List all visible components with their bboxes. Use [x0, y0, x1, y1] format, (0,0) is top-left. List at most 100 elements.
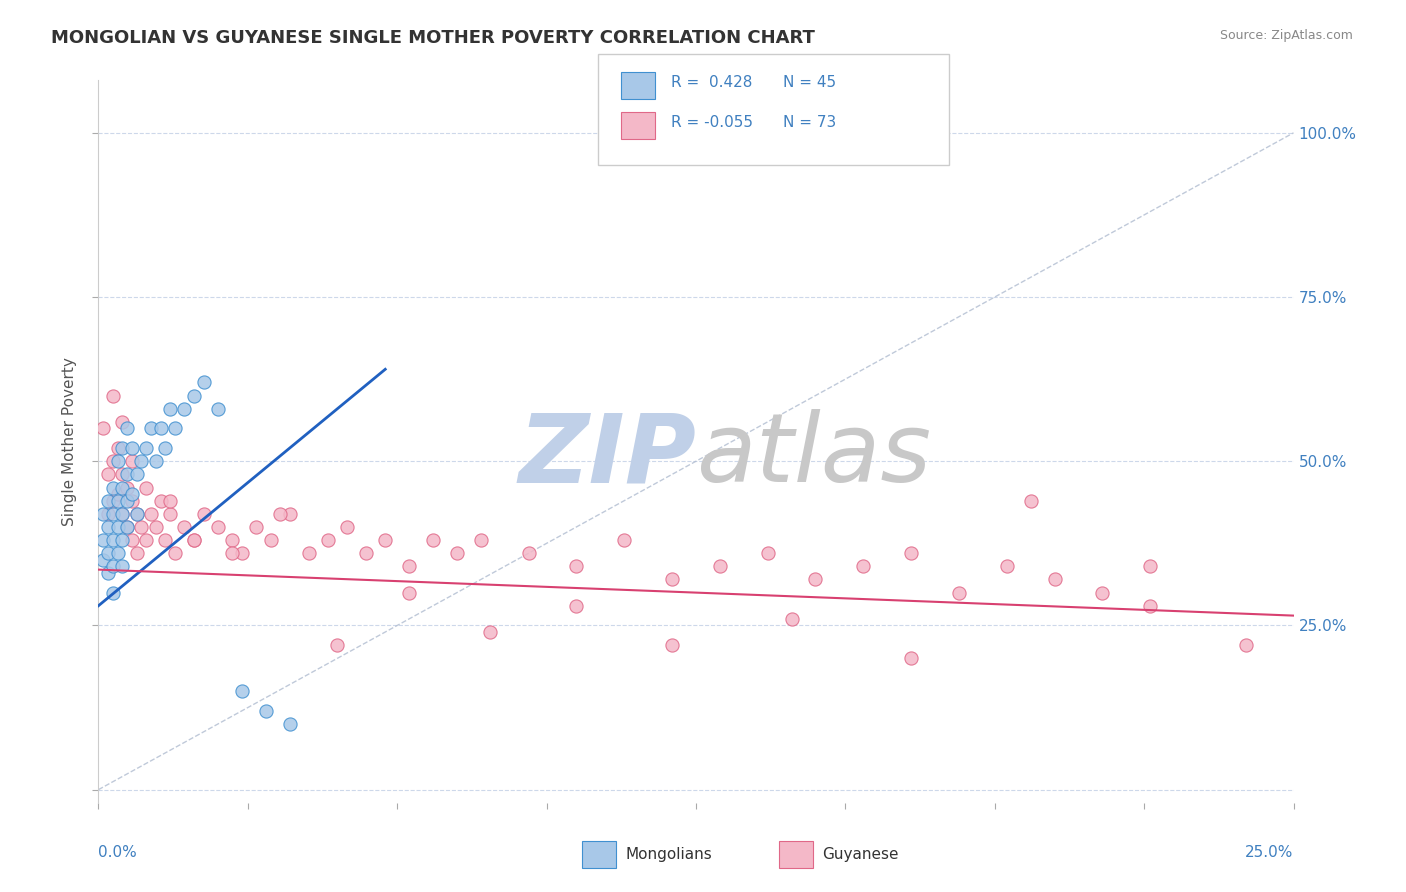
Point	[101, 559, 124, 574]
Text: Mongolians: Mongolians	[626, 847, 713, 862]
Point	[131, 520, 153, 534]
Point	[107, 520, 129, 534]
Point	[1019, 493, 1042, 508]
Point	[115, 493, 138, 508]
Point	[479, 625, 502, 640]
Text: Source: ZipAtlas.com: Source: ZipAtlas.com	[1219, 29, 1353, 42]
Point	[107, 454, 129, 468]
Point	[91, 533, 114, 547]
Point	[316, 533, 339, 547]
Point	[995, 559, 1018, 574]
Point	[398, 559, 420, 574]
Point	[278, 507, 301, 521]
Point	[135, 441, 157, 455]
Point	[115, 481, 138, 495]
Point	[111, 533, 134, 547]
Point	[326, 638, 349, 652]
Point	[91, 553, 114, 567]
Point	[207, 520, 229, 534]
Point	[149, 493, 172, 508]
Point	[139, 421, 162, 435]
Point	[125, 467, 148, 482]
Text: 0.0%: 0.0%	[98, 846, 138, 861]
Point	[565, 559, 588, 574]
Point	[145, 454, 167, 468]
Point	[900, 546, 922, 560]
Point	[145, 520, 167, 534]
Point	[613, 533, 636, 547]
Text: R = -0.055: R = -0.055	[671, 115, 752, 129]
Point	[1139, 559, 1161, 574]
Point	[125, 507, 148, 521]
Point	[374, 533, 396, 547]
Point	[852, 559, 875, 574]
Point	[221, 546, 243, 560]
Point	[780, 612, 803, 626]
Point	[115, 421, 138, 435]
Point	[354, 546, 377, 560]
Point	[107, 487, 129, 501]
Point	[259, 533, 281, 547]
Text: Guyanese: Guyanese	[823, 847, 898, 862]
Point	[1043, 573, 1066, 587]
Point	[121, 533, 143, 547]
Point	[193, 507, 215, 521]
Text: ZIP: ZIP	[517, 409, 696, 502]
Point	[107, 493, 129, 508]
Point	[269, 507, 291, 521]
Text: R =  0.428: R = 0.428	[671, 75, 752, 89]
Point	[111, 559, 134, 574]
Point	[111, 467, 134, 482]
Point	[135, 533, 157, 547]
Point	[183, 533, 205, 547]
Point	[163, 421, 186, 435]
Point	[121, 441, 143, 455]
Point	[111, 481, 134, 495]
Point	[97, 546, 120, 560]
Point	[231, 546, 253, 560]
Point	[446, 546, 468, 560]
Point	[948, 585, 970, 599]
Point	[101, 388, 124, 402]
Point	[173, 520, 195, 534]
Point	[101, 533, 124, 547]
Point	[115, 467, 138, 482]
Point	[1234, 638, 1257, 652]
Text: N = 45: N = 45	[783, 75, 837, 89]
Point	[139, 507, 162, 521]
Point	[298, 546, 321, 560]
Point	[115, 520, 138, 534]
Point	[97, 493, 120, 508]
Text: MONGOLIAN VS GUYANESE SINGLE MOTHER POVERTY CORRELATION CHART: MONGOLIAN VS GUYANESE SINGLE MOTHER POVE…	[51, 29, 814, 46]
Point	[149, 421, 172, 435]
Point	[121, 454, 143, 468]
Point	[121, 493, 143, 508]
Point	[163, 546, 186, 560]
Point	[661, 573, 683, 587]
Point	[97, 467, 120, 482]
Point	[159, 401, 181, 416]
Point	[111, 441, 134, 455]
Point	[155, 533, 177, 547]
Point	[101, 493, 124, 508]
Point	[756, 546, 779, 560]
Point	[183, 388, 205, 402]
Text: 25.0%: 25.0%	[1246, 846, 1294, 861]
Point	[159, 493, 181, 508]
Point	[173, 401, 195, 416]
Point	[254, 704, 277, 718]
Point	[183, 533, 205, 547]
Point	[1139, 599, 1161, 613]
Point	[709, 559, 731, 574]
Point	[193, 376, 215, 390]
Point	[101, 507, 124, 521]
Point	[125, 546, 148, 560]
Point	[135, 481, 157, 495]
Text: atlas: atlas	[696, 409, 931, 502]
Point	[336, 520, 359, 534]
Point	[111, 507, 134, 521]
Point	[107, 546, 129, 560]
Point	[1091, 585, 1114, 599]
Point	[245, 520, 267, 534]
Point	[107, 441, 129, 455]
